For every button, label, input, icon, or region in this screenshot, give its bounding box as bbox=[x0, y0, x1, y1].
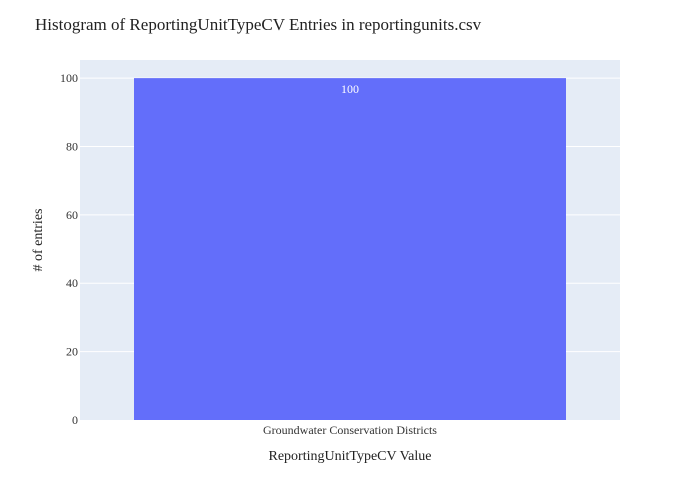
bars: 100 bbox=[134, 78, 566, 420]
bar-value-label: 100 bbox=[341, 82, 359, 96]
x-axis-ticks: Groundwater Conservation Districts bbox=[263, 423, 437, 437]
y-tick-label: 80 bbox=[66, 139, 78, 153]
chart-title: Histogram of ReportingUnitTypeCV Entries… bbox=[35, 15, 482, 34]
y-axis-ticks: 0 20 40 60 80 100 bbox=[60, 71, 78, 427]
x-axis-title: ReportingUnitTypeCV Value bbox=[269, 449, 432, 464]
bar bbox=[134, 78, 566, 420]
y-tick-label: 60 bbox=[66, 208, 78, 222]
y-tick-label: 100 bbox=[60, 71, 78, 85]
y-tick-label: 40 bbox=[66, 276, 78, 290]
y-tick-label: 20 bbox=[66, 345, 78, 359]
y-axis-title: # of entries bbox=[31, 209, 46, 272]
x-tick-label: Groundwater Conservation Districts bbox=[263, 423, 437, 437]
y-tick-label: 0 bbox=[72, 413, 78, 427]
